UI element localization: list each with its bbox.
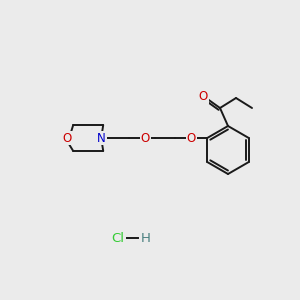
Text: O: O	[141, 131, 150, 145]
Text: O: O	[63, 131, 72, 145]
Text: H: H	[141, 232, 151, 244]
Text: O: O	[198, 91, 208, 103]
Text: N: N	[97, 131, 106, 145]
Text: O: O	[187, 131, 196, 145]
Text: Cl: Cl	[112, 232, 124, 244]
